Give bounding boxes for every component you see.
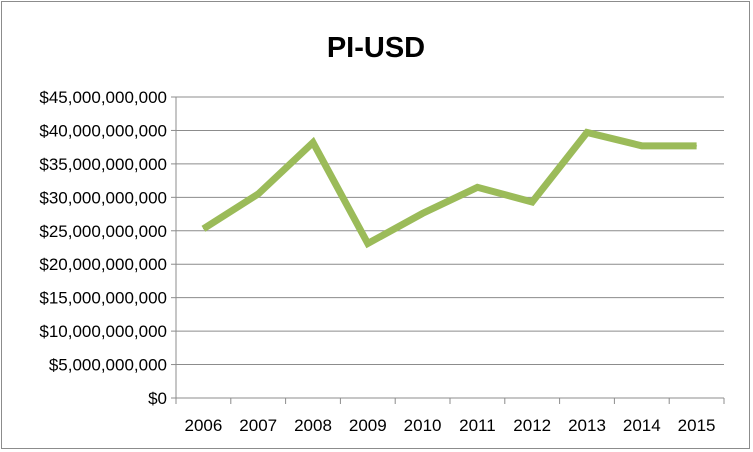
gridlines [176,96,724,366]
x-tick-label: 2008 [294,416,332,435]
data-point [586,131,588,133]
y-tick-label: $15,000,000,000 [39,289,167,308]
y-tick-label: $35,000,000,000 [39,155,167,174]
x-tick-label: 2015 [678,416,716,435]
data-point [202,228,204,230]
y-tick-label: $25,000,000,000 [39,222,167,241]
x-tick-label: 2006 [184,416,222,435]
y-axis-tick-labels: $0 $5,000,000,000 $10,000,000,000 $15,000,0… [39,88,167,408]
chart-title: PI-USD [327,32,425,64]
series-line [201,128,697,249]
series-layer [201,128,698,249]
data-point [257,193,259,195]
x-tick-label: 2010 [404,416,442,435]
x-tick-label: 2011 [459,416,496,435]
data-point [422,212,424,214]
y-tick-label: $20,000,000,000 [39,255,167,274]
x-tick-label: 2014 [623,416,661,435]
x-tick-label: 2007 [239,416,277,435]
y-tick-label: $5,000,000,000 [49,356,167,375]
x-axis-tick-labels: 2006 2007 2008 2009 2010 2011 2012 2013 2014 2015 [184,416,715,435]
data-point [696,145,698,147]
x-tick-label: 2009 [349,416,387,435]
y-tick-label: $10,000,000,000 [39,322,167,341]
y-tick-label: $45,000,000,000 [39,88,167,107]
y-tick-label: $40,000,000,000 [39,121,167,140]
data-point [476,186,478,188]
data-point [641,145,643,147]
data-point [367,242,369,244]
x-tick-label: 2012 [513,416,551,435]
x-tick-label: 2013 [568,416,606,435]
data-point [531,201,533,203]
y-tick-label: $0 [148,389,167,408]
axes [171,96,725,404]
data-point [312,141,314,143]
y-tick-label: $30,000,000,000 [39,188,167,207]
